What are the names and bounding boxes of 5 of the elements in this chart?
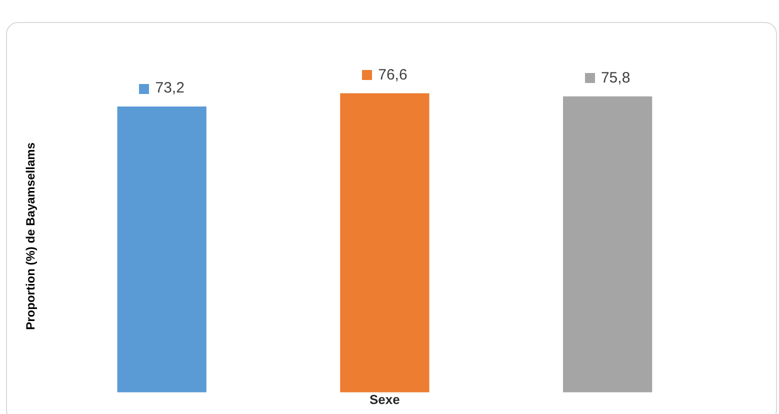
- y-axis-title: Proportion (%) de Bayamsellams: [24, 142, 38, 330]
- data-label: 75,8: [600, 70, 630, 87]
- data-label: 76,6: [378, 66, 408, 84]
- data-label: 73,2: [155, 80, 184, 97]
- x-axis-title: Sexe: [370, 392, 400, 407]
